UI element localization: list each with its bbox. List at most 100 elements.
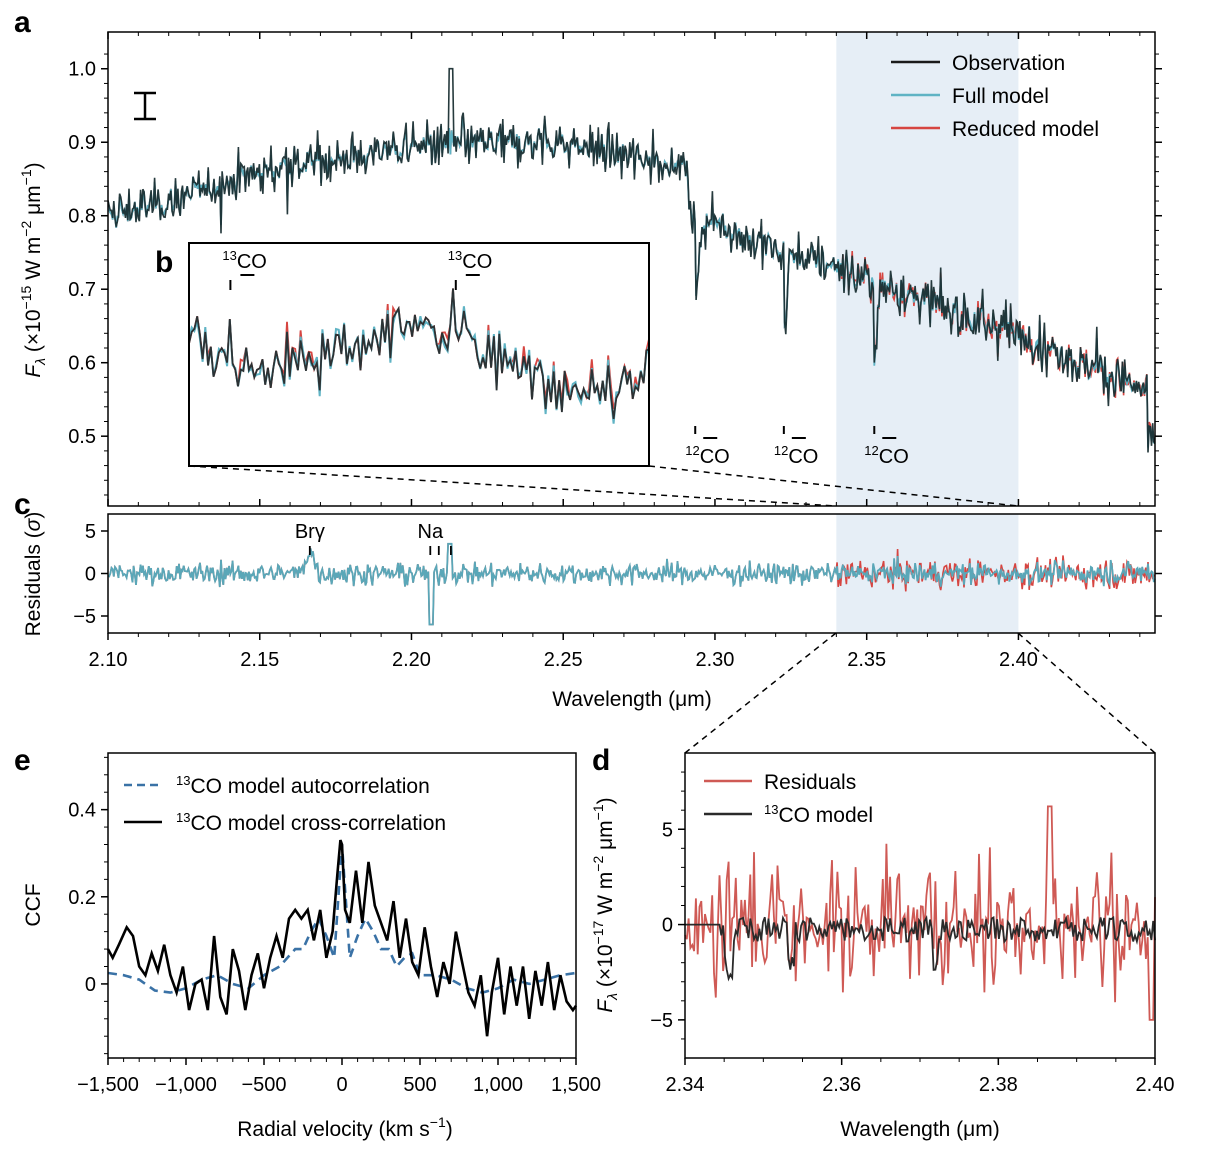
residuals-full — [107, 542, 1156, 626]
xtick-label-d-3: 2.40 — [1136, 1074, 1175, 1096]
xtick-label-e-0: −1,500 — [77, 1074, 139, 1096]
panel-d: −5 0 5 2.34 2.36 2.38 2.40 d Fλ (×10−17 W m−2… — [590, 744, 1174, 1141]
ytick-label-c-1: 0 — [85, 564, 96, 586]
ylabel-a-sub: λ — [32, 358, 48, 366]
x-axis-label-d: Wavelength (μm) — [840, 1118, 1000, 1141]
ccf-lines-e — [106, 839, 578, 1037]
panel-a: 0.5 0.6 0.7 0.8 0.9 1.0 a Fλ (×10−15 W m−2 μm… — [14, 6, 1162, 507]
y-axis-label-a: Fλ (×10−15 W m−2 μm−1) — [18, 162, 48, 377]
x-axis-label-e: Radial velocity (km s−1) — [237, 1114, 453, 1141]
legend-d-label-0: Residuals — [764, 771, 856, 794]
xtick-label-d-2: 2.38 — [979, 1074, 1018, 1096]
xtick-label-c-0: 2.10 — [89, 649, 128, 671]
xtick-label-c-1: 2.15 — [240, 649, 279, 671]
co-bandheads: 12CO 12CO 12CO — [685, 426, 909, 468]
feature-label-1: Na — [418, 521, 444, 543]
xtick-label-d-0: 2.34 — [666, 1074, 705, 1096]
ylabel-d-sym: F — [594, 999, 617, 1013]
ylabel-a-exp: −15 — [18, 286, 34, 310]
ylabel-d-mid2: μm — [594, 820, 617, 855]
legend-e-label-0-text: CO model autocorrelation — [190, 775, 429, 798]
bandhead-label-2-sup: 12 — [864, 443, 878, 458]
zoom-line-d-right — [1017, 632, 1156, 754]
xtick-label-c-3: 2.25 — [544, 649, 583, 671]
ytick-label-e-2: 0.4 — [68, 800, 96, 822]
spectrum-lines-a — [108, 67, 1155, 453]
legend-d-label-1-sup: 13 — [764, 802, 778, 817]
ytick-label-a-2: 0.7 — [68, 279, 96, 301]
x-axis-label-c: Wavelength (μm) — [552, 688, 712, 711]
series-residuals-d — [684, 805, 1156, 1021]
residual-lines-d — [684, 805, 1156, 1021]
ylabel-a-exp2: −2 — [18, 221, 34, 237]
xtick-label-e-1: −1,000 — [155, 1074, 217, 1096]
legend-d: Residuals 13CO model — [704, 771, 873, 827]
error-bar — [134, 91, 156, 121]
legend-d-label-1-text: CO model — [778, 804, 873, 827]
legend-e-label-1-sup: 13 — [176, 810, 190, 825]
series-autocorrelation — [107, 844, 577, 994]
ytick-label-c-0: −5 — [73, 606, 96, 628]
panel-label-c: c — [14, 488, 31, 521]
panel-label-d: d — [592, 744, 610, 777]
inset-annot-label-1: 13CO — [448, 248, 492, 273]
legend-e-label-1: 13CO model cross-correlation — [176, 810, 446, 835]
ylabel-c-sym: σ — [22, 517, 45, 531]
legend-a-label-0: Observation — [952, 52, 1065, 75]
bandhead-label-1-sup: 12 — [774, 443, 788, 458]
xtick-label-c-2: 2.20 — [392, 649, 431, 671]
legend-a-label-2: Reduced model — [952, 118, 1099, 141]
ytick-label-d-1: 0 — [662, 915, 673, 937]
x-ticks-c: 2.10 2.15 2.20 2.25 2.30 2.35 2.40 — [89, 633, 1141, 671]
legend-e-label-0: 13CO model autocorrelation — [176, 773, 430, 798]
bandhead-label-1-text: CO — [788, 446, 818, 468]
series-13co-model-d — [685, 914, 1156, 982]
panel-label-a: a — [14, 6, 31, 39]
ylabel-d-mid: W m — [594, 872, 617, 921]
ytick-label-e-1: 0.2 — [68, 887, 96, 909]
xlabel-e-pre: Radial velocity (km s — [237, 1118, 430, 1141]
ylabel-d-exp2: −2 — [590, 856, 606, 872]
xtick-label-e-6: 1,500 — [551, 1074, 601, 1096]
ylabel-d-pre: (×10 — [594, 944, 617, 992]
xlabel-e-exp: −1 — [430, 1114, 446, 1130]
ylabel-a-post: ) — [22, 162, 45, 169]
legend-d-label-1: 13CO model — [764, 802, 873, 827]
ylabel-d-sub: λ — [604, 993, 620, 1001]
series-observation — [108, 67, 1155, 453]
ylabel-a-mid2: μm — [22, 185, 45, 220]
x-ticks-d: 2.34 2.36 2.38 2.40 — [666, 1058, 1175, 1096]
legend-e-label-1-text: CO model cross-correlation — [190, 812, 446, 835]
xlabel-e-post: ) — [446, 1118, 453, 1141]
ylabel-a-exp3: −1 — [18, 169, 34, 185]
ylabel-a-pre: (×10 — [22, 309, 45, 357]
y-ticks-a: 0.5 0.6 0.7 0.8 0.9 1.0 — [68, 53, 1162, 496]
xtick-label-d-1: 2.36 — [822, 1074, 861, 1096]
ylabel-d-exp3: −1 — [590, 804, 606, 820]
xtick-label-e-3: 0 — [336, 1074, 347, 1096]
legend-a: Observation Full model Reduced model — [891, 52, 1099, 141]
bandhead-label-0-text: CO — [700, 446, 730, 468]
xtick-label-c-6: 2.40 — [999, 649, 1038, 671]
panel-c: −505 2.10 2.15 2.20 2.25 2.30 2.35 2.40 Brγ Na … — [14, 488, 1162, 754]
ylabel-a-mid: W m — [22, 237, 45, 286]
series-cross-correlation — [106, 839, 578, 1037]
x-ticks-e: −1,500 −1,000 −500 0 500 1,000 1,500 — [77, 1058, 601, 1096]
inset-annot-label-1-text: CO — [462, 251, 492, 273]
y-axis-label-c: Residuals (σ) — [22, 512, 45, 637]
xtick-label-e-5: 1,000 — [473, 1074, 523, 1096]
ytick-label-e-0: 0 — [85, 974, 96, 996]
feature-label-0: Brγ — [295, 521, 325, 543]
y-ticks-d: −5 0 5 — [650, 771, 685, 1040]
ytick-label-a-4: 0.9 — [68, 132, 96, 154]
ylabel-c-pre: Residuals ( — [22, 531, 45, 636]
ytick-label-d-2: 5 — [662, 819, 673, 841]
panel-e: 0 0.2 0.4 −1,500 −1,000 −500 0 500 1,000 1,500 e… — [14, 744, 601, 1141]
legend-a-label-1: Full model — [952, 85, 1049, 108]
y-ticks-c: −5 0 5 — [73, 521, 1162, 628]
ylabel-d-exp: −17 — [590, 921, 606, 945]
inset-b-annotations: 13CO 13CO — [222, 248, 492, 290]
xtick-label-e-4: 500 — [403, 1074, 436, 1096]
xtick-label-e-2: −500 — [241, 1074, 286, 1096]
axes-frame-e — [107, 752, 577, 1059]
